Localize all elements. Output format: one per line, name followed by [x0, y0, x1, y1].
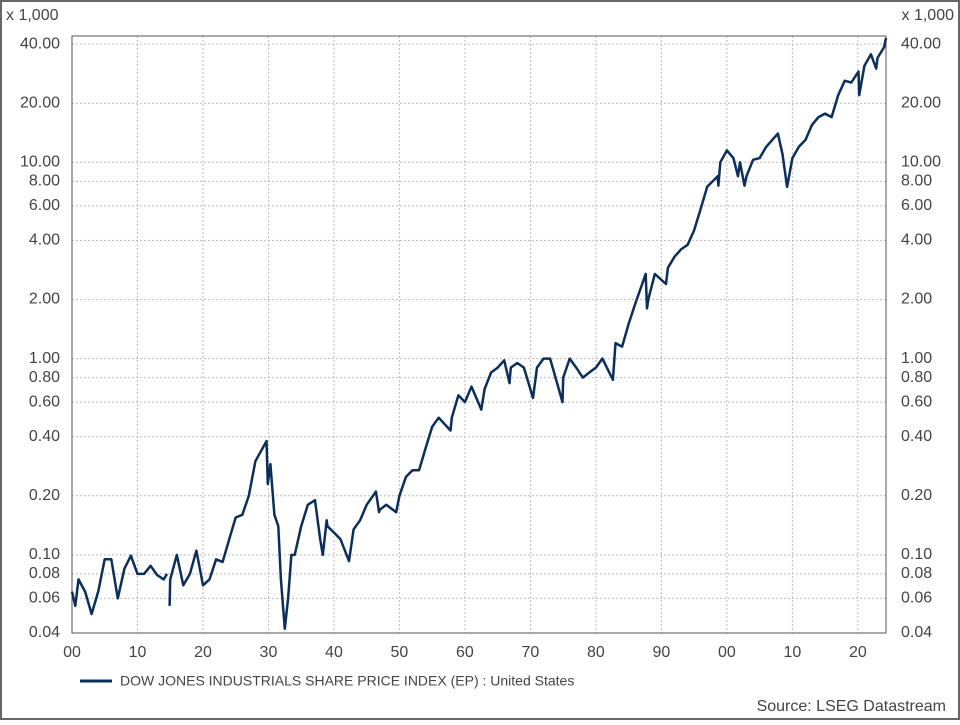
x-tick-label: 10 — [129, 644, 147, 661]
y-tick-label: 4.00 — [29, 232, 60, 249]
y-unit-left: x 1,000 — [6, 7, 59, 24]
x-tick-label: 10 — [783, 644, 801, 661]
y-tick-label-right: 0.60 — [901, 393, 932, 410]
x-tick-label: 80 — [587, 644, 605, 661]
y-tick-label-right: 0.20 — [901, 487, 932, 504]
y-tick-label: 40.00 — [20, 35, 60, 52]
y-tick-label: 8.00 — [29, 173, 60, 190]
x-tick-label: 20 — [849, 644, 867, 661]
y-tick-label: 0.06 — [29, 590, 60, 607]
y-tick-label: 0.08 — [29, 565, 60, 582]
x-tick-label: 00 — [718, 644, 736, 661]
y-tick-label: 6.00 — [29, 197, 60, 214]
y-tick-label-right: 1.00 — [901, 350, 932, 367]
x-tick-label: 70 — [522, 644, 540, 661]
y-tick-label: 1.00 — [29, 350, 60, 367]
x-tick-label: 30 — [260, 644, 278, 661]
source: Source: LSEG Datastream — [757, 698, 946, 715]
y-tick-label: 0.10 — [29, 546, 60, 563]
plot-area — [71, 35, 887, 634]
y-tick-label-right: 0.06 — [901, 590, 932, 607]
x-tick-label: 40 — [325, 644, 343, 661]
y-tick-label: 0.04 — [29, 624, 60, 641]
y-tick-label-right: 20.00 — [901, 94, 941, 111]
y-tick-label: 2.00 — [29, 291, 60, 308]
price-line — [70, 37, 888, 631]
y-tick-label-right: 0.08 — [901, 565, 932, 582]
y-tick-label-right: 10.00 — [901, 154, 941, 171]
y-tick-label-right: 4.00 — [901, 232, 932, 249]
y-tick-label: 10.00 — [20, 154, 60, 171]
y-tick-label-right: 8.00 — [901, 173, 932, 190]
y-tick-label: 0.20 — [29, 487, 60, 504]
x-tick-label: 00 — [63, 644, 81, 661]
y-tick-label-right: 0.04 — [901, 624, 932, 641]
x-tick-label: 20 — [194, 644, 212, 661]
x-tick-label: 50 — [391, 644, 409, 661]
y-tick-label-right: 2.00 — [901, 291, 932, 308]
y-tick-label: 0.40 — [29, 428, 60, 445]
y-unit-right: x 1,000 — [902, 7, 955, 24]
x-tick-label: 60 — [456, 644, 474, 661]
y-tick-label-right: 0.80 — [901, 369, 932, 386]
y-tick-label-right: 40.00 — [901, 35, 941, 52]
y-tick-label: 20.00 — [20, 94, 60, 111]
y-tick-label-right: 0.10 — [901, 546, 932, 563]
x-tick-label: 90 — [652, 644, 670, 661]
y-tick-label: 0.80 — [29, 369, 60, 386]
y-tick-label-right: 0.40 — [901, 428, 932, 445]
y-tick-label: 0.60 — [29, 393, 60, 410]
y-tick-label-right: 6.00 — [901, 197, 932, 214]
legend-label: DOW JONES INDUSTRIALS SHARE PRICE INDEX … — [120, 673, 574, 689]
